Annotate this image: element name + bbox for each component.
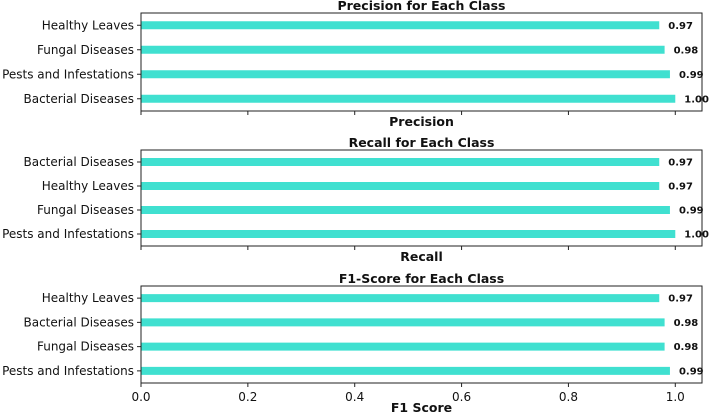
- category-label: Pests and Infestations: [2, 67, 134, 81]
- value-label: 0.98: [674, 45, 699, 56]
- category-label: Pests and Infestations: [2, 364, 134, 378]
- value-label: 0.99: [679, 366, 704, 377]
- category-label: Fungal Diseases: [37, 340, 134, 354]
- value-label: 0.97: [668, 21, 693, 32]
- category-label: Healthy Leaves: [42, 18, 134, 32]
- category-label: Healthy Leaves: [42, 179, 134, 193]
- plot-frame: [140, 149, 703, 247]
- bar: [141, 294, 660, 303]
- x-tick-label: 0.8: [559, 390, 578, 404]
- value-label: 0.98: [674, 318, 699, 329]
- value-label: 0.97: [668, 294, 693, 305]
- plot-frame: [140, 285, 703, 384]
- bar: [141, 342, 665, 351]
- chart-title: Recall for Each Class: [349, 135, 495, 150]
- chart-title: F1-Score for Each Class: [339, 271, 504, 286]
- bar: [141, 182, 660, 190]
- value-label: 0.97: [668, 182, 693, 193]
- value-label: 0.99: [679, 70, 704, 81]
- category-label: Healthy Leaves: [42, 291, 134, 305]
- value-label: 0.98: [674, 342, 699, 353]
- bar: [141, 45, 665, 54]
- bar: [141, 230, 676, 238]
- bar: [141, 94, 676, 103]
- x-axis-label: Recall: [400, 249, 443, 264]
- category-label: Bacterial Diseases: [24, 92, 135, 106]
- x-tick-label: 0.2: [238, 390, 257, 404]
- bar: [141, 206, 670, 214]
- category-label: Fungal Diseases: [37, 203, 134, 217]
- bar: [141, 158, 660, 166]
- category-label: Pests and Infestations: [2, 227, 134, 241]
- category-label: Fungal Diseases: [37, 43, 134, 57]
- chart-panel-1: Precision for Each Class Healthy Leaves 0.…: [2, 0, 709, 129]
- x-tick-label: 0.0: [131, 390, 150, 404]
- bar: [141, 21, 660, 30]
- value-label: 0.99: [679, 206, 704, 217]
- value-label: 0.97: [668, 158, 693, 169]
- chart-panel-3: F1-Score for Each Class Healthy Leaves 0.9…: [2, 271, 704, 414]
- plot-frame: [140, 12, 703, 112]
- x-tick-label: 0.4: [345, 390, 364, 404]
- chart-title: Precision for Each Class: [337, 0, 505, 13]
- category-label: Bacterial Diseases: [24, 155, 135, 169]
- chart-panel-2: Recall for Each Class Bacterial Diseases 0…: [2, 135, 709, 264]
- x-axis-label: F1 Score: [391, 400, 452, 414]
- x-axis-label: Precision: [389, 114, 454, 129]
- value-label: 1.00: [684, 230, 709, 241]
- value-label: 1.00: [684, 94, 709, 105]
- bar: [141, 318, 665, 327]
- x-tick-label: 0.6: [452, 390, 471, 404]
- bar: [141, 366, 670, 375]
- x-tick-label: 1.0: [666, 390, 685, 404]
- bar: [141, 70, 670, 79]
- category-label: Bacterial Diseases: [24, 315, 135, 329]
